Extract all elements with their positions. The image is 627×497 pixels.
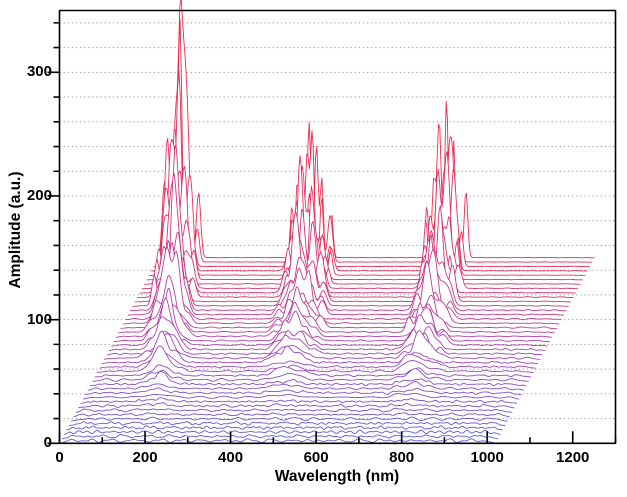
y-axis-title: Amplitude (a.u.) [7,171,24,289]
x-tick-label: 800 [389,449,415,466]
x-tick-label: 600 [303,449,329,466]
x-tick-label: 1000 [470,449,504,466]
y-tick-label: 300 [26,63,52,81]
y-tick-label: 100 [26,310,52,328]
x-tick-label: 0 [55,449,64,466]
y-tick-label: 200 [26,186,52,204]
x-tick-label: 400 [218,449,244,466]
y-tick-label: 0 [43,434,52,452]
x-tick-label: 200 [132,449,158,466]
x-tick-label: 1200 [556,449,590,466]
x-axis-title: Wavelength (nm) [274,468,400,485]
